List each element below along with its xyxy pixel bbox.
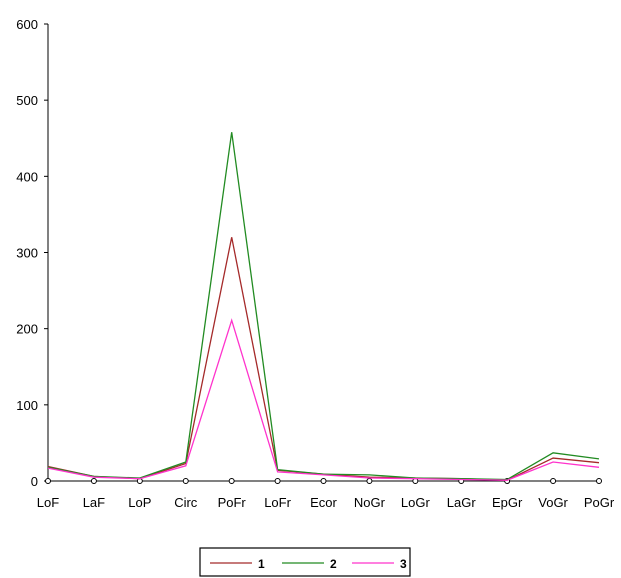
x-tick-marker xyxy=(228,478,235,484)
y-tick-label: 400 xyxy=(16,169,38,184)
legend-label-1: 1 xyxy=(258,557,265,571)
x-tick-marker xyxy=(274,478,281,484)
x-tick-label: LoF xyxy=(37,495,59,510)
y-tick-label: 0 xyxy=(31,474,38,489)
x-tick-marker xyxy=(90,478,97,484)
y-axis: 0 100 200 300 400 500 600 xyxy=(16,17,49,489)
legend-label-2: 2 xyxy=(330,557,337,571)
x-tick-label: LoP xyxy=(128,495,151,510)
legend-box xyxy=(199,547,411,577)
x-tick-label: PoGr xyxy=(584,495,615,510)
x-tick-label: NoGr xyxy=(354,495,386,510)
x-tick-label: LoGr xyxy=(401,495,431,510)
x-tick-marker xyxy=(596,478,602,484)
series-line-2 xyxy=(47,132,600,481)
x-tick-marker xyxy=(182,478,189,484)
x-axis: LoF LaF LoP Circ PoFr LoFr Ecor NoGr LoGr LaGr EpG… xyxy=(37,478,615,510)
y-tick-label: 300 xyxy=(16,246,38,261)
x-tick-label: PoFr xyxy=(218,495,247,510)
y-tick-label: 600 xyxy=(16,17,38,32)
legend: 1 2 3 xyxy=(199,547,411,577)
x-tick-label: LoFr xyxy=(264,495,291,510)
x-tick-label: VoGr xyxy=(538,495,568,510)
legend-label-3: 3 xyxy=(400,557,407,571)
x-tick-label: Circ xyxy=(174,495,198,510)
x-tick-label: LaF xyxy=(83,495,105,510)
series-line-1 xyxy=(47,237,600,481)
y-tick-label: 500 xyxy=(16,93,38,108)
x-tick-label: Ecor xyxy=(310,495,337,510)
series-line-3 xyxy=(47,318,600,481)
x-tick-marker xyxy=(366,478,373,484)
y-tick-label: 100 xyxy=(16,398,38,413)
series-layer xyxy=(47,132,600,481)
x-tick-label: LaGr xyxy=(447,495,477,510)
y-tick-label: 200 xyxy=(16,322,38,337)
x-tick-marker xyxy=(45,478,51,484)
x-tick-label: EpGr xyxy=(492,495,523,510)
x-tick-marker xyxy=(550,478,557,484)
x-tick-marker xyxy=(320,478,327,484)
